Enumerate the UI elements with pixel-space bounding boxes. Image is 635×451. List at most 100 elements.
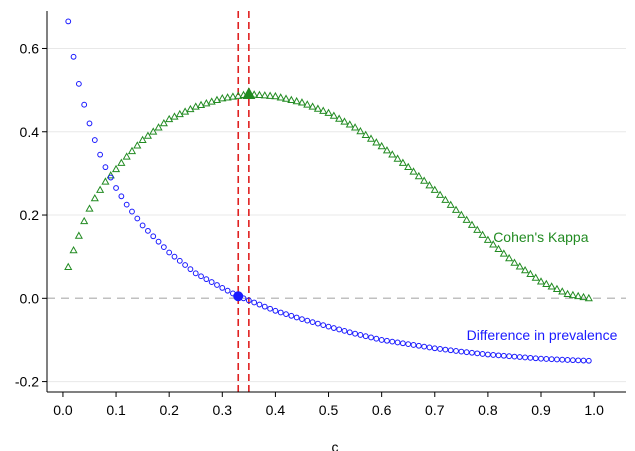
kappa-point <box>74 231 83 239</box>
grid-layer <box>47 47 626 383</box>
kappa-point <box>457 210 466 218</box>
prevalence-point <box>70 53 77 60</box>
kappa-point <box>520 265 530 274</box>
prevalence-point <box>352 330 358 337</box>
kappa-point <box>143 131 153 139</box>
kappa-point <box>292 96 301 105</box>
x-tick-label: 0.6 <box>372 402 392 418</box>
kappa-point <box>335 114 344 122</box>
prevalence-point <box>527 354 534 361</box>
reference-layer <box>47 11 626 392</box>
kappa-point <box>515 262 524 270</box>
kappa-point <box>196 100 206 108</box>
prevalence-point <box>198 273 204 280</box>
prevalence-point <box>224 287 231 294</box>
kappa-point <box>531 273 540 281</box>
prevalence-point <box>346 329 353 336</box>
kappa-point <box>425 181 434 189</box>
prevalence-point <box>107 174 114 181</box>
kappa-point <box>404 162 413 171</box>
kappa-point <box>207 97 216 105</box>
prevalence-point <box>150 233 157 240</box>
prevalence-point <box>166 249 173 256</box>
kappa-point <box>313 104 322 112</box>
kappa-point <box>547 282 556 290</box>
prevalence-point <box>580 357 587 364</box>
prevalence-point <box>447 347 454 354</box>
kappa-point <box>552 284 562 293</box>
kappa-highlight-point <box>242 87 256 99</box>
prevalence-point <box>389 338 396 345</box>
kappa-point <box>526 269 535 278</box>
kappa-point <box>117 158 126 166</box>
kappa-point <box>558 287 567 295</box>
prevalence-point <box>548 356 555 363</box>
kappa-point <box>159 119 168 127</box>
kappa-point <box>345 120 354 128</box>
prevalence-point <box>330 325 337 331</box>
kappa-point <box>175 109 184 118</box>
kappa-point <box>351 123 360 131</box>
prevalence-point <box>399 340 406 347</box>
prevalence-point <box>506 353 513 360</box>
prevalence-point <box>479 351 486 357</box>
kappa-point <box>478 230 487 238</box>
x-tick-label: 0.0 <box>53 402 73 418</box>
kappa-point <box>372 138 381 146</box>
kappa-point <box>393 154 402 162</box>
x-tick-label: 1.0 <box>584 402 604 418</box>
kappa-point <box>409 167 418 175</box>
kappa-point <box>462 215 471 223</box>
prevalence-series-label: Difference in prevalence <box>467 327 618 343</box>
prevalence-point <box>277 309 284 316</box>
kappa-point <box>96 185 105 193</box>
prevalence-point <box>171 253 178 260</box>
label-layer: Cohen's Kappa Difference in prevalence <box>467 229 618 343</box>
kappa-point <box>441 195 450 203</box>
prevalence-point <box>267 305 274 312</box>
prevalence-point <box>410 342 417 348</box>
prevalence-point <box>569 357 576 364</box>
prevalence-point <box>394 339 401 346</box>
kappa-point <box>287 95 296 103</box>
y-tick-label: 0.0 <box>20 290 40 306</box>
kappa-point <box>319 106 328 114</box>
prevalence-point <box>325 323 332 330</box>
kappa-point <box>202 99 211 107</box>
kappa-point <box>324 108 333 116</box>
kappa-point <box>276 93 285 101</box>
prevalence-point <box>559 356 566 363</box>
kappa-point <box>127 146 137 155</box>
prevalence-point <box>160 244 167 250</box>
prevalence-point <box>91 137 98 143</box>
prevalence-point <box>490 352 497 358</box>
kappa-point <box>111 164 121 173</box>
prevalence-point <box>336 326 343 333</box>
kappa-point <box>388 150 397 158</box>
kappa-point <box>499 249 508 257</box>
prevalence-point <box>245 297 252 304</box>
kappa-point <box>154 123 163 131</box>
prevalence-point <box>219 285 226 291</box>
kappa-point <box>568 290 577 299</box>
kappa-point <box>579 292 588 301</box>
x-tick-label: 0.5 <box>319 402 339 418</box>
kappa-point <box>260 91 269 99</box>
kappa-point <box>340 117 349 125</box>
prevalence-point <box>203 276 210 283</box>
kappa-point <box>377 141 386 150</box>
kappa-point <box>494 244 503 253</box>
kappa-point <box>234 91 243 99</box>
prevalence-point <box>309 319 316 326</box>
axis-layer: -0.2 0.0 0.2 0.4 0.6 0.0 0.1 0.2 0.3 0.4 0.5 0.6 0.7… <box>15 11 626 418</box>
kappa-point <box>398 158 407 166</box>
prevalence-highlight-point <box>233 291 244 302</box>
prevalence-point <box>368 334 374 341</box>
prevalence-point <box>585 357 592 364</box>
prevalence-point <box>469 349 475 356</box>
prevalence-point <box>442 346 449 353</box>
kappa-series-label: Cohen's Kappa <box>493 229 589 245</box>
prevalence-point <box>86 120 93 127</box>
prevalence-point <box>102 164 109 171</box>
kappa-point <box>536 277 546 285</box>
